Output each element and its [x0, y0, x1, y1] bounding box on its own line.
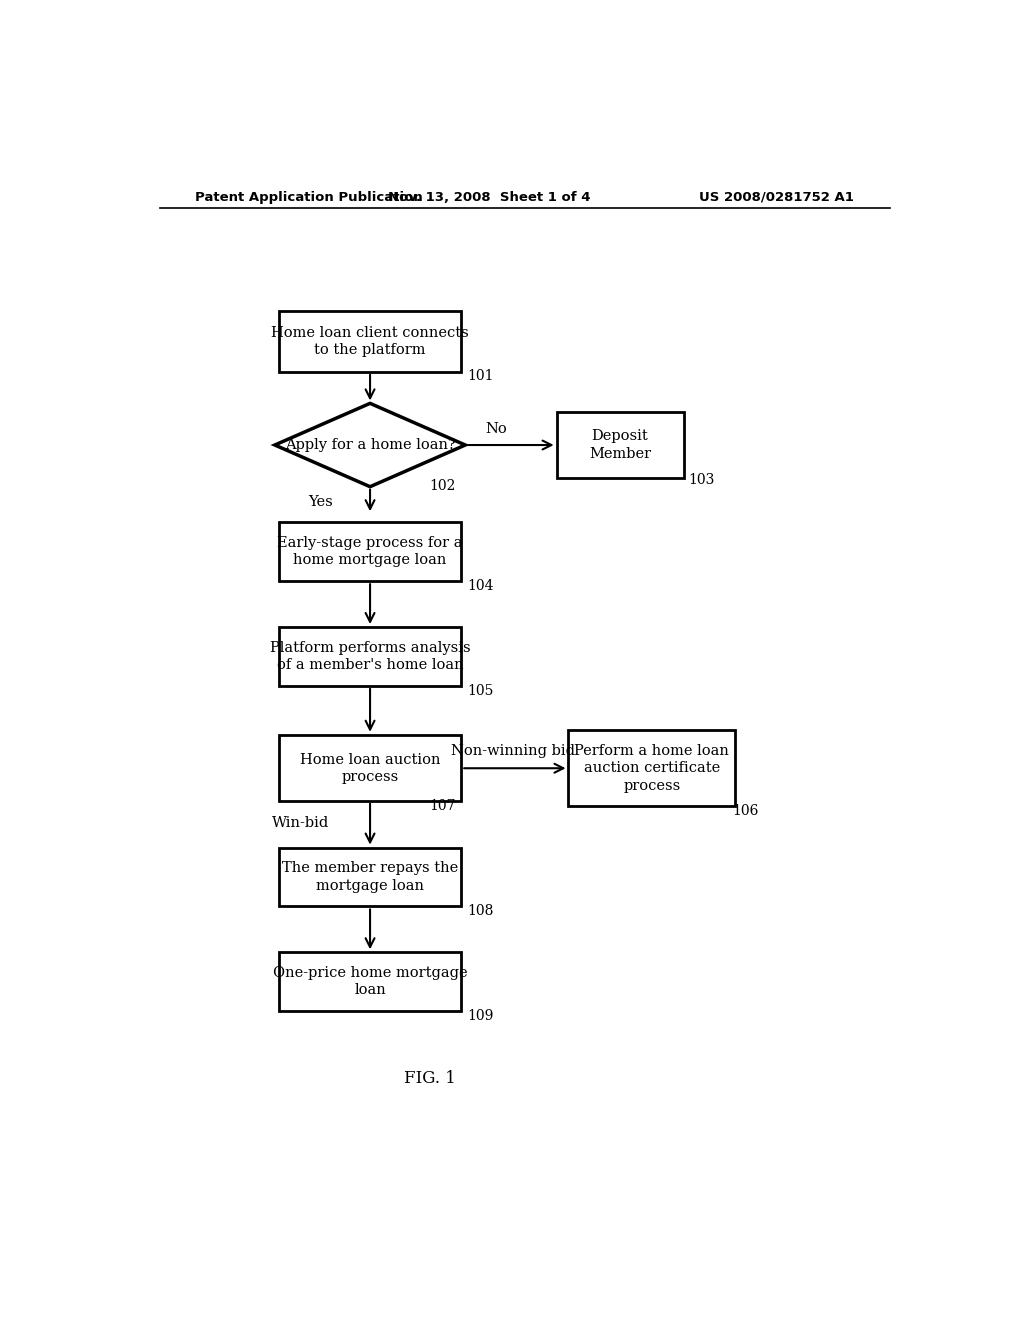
Text: Home loan auction
process: Home loan auction process [300, 752, 440, 784]
Text: Patent Application Publication: Patent Application Publication [196, 190, 423, 203]
Text: 109: 109 [468, 1008, 494, 1023]
FancyBboxPatch shape [568, 730, 735, 807]
Text: 101: 101 [468, 368, 495, 383]
Text: 103: 103 [688, 474, 715, 487]
Text: Win-bid: Win-bid [272, 816, 330, 830]
Text: No: No [485, 422, 507, 436]
Text: FIG. 1: FIG. 1 [403, 1069, 456, 1086]
FancyBboxPatch shape [279, 627, 462, 686]
FancyBboxPatch shape [279, 523, 462, 581]
Text: Early-stage process for a
home mortgage loan: Early-stage process for a home mortgage … [278, 536, 463, 568]
Text: One-price home mortgage
loan: One-price home mortgage loan [272, 966, 467, 998]
Text: 107: 107 [430, 799, 456, 813]
Polygon shape [274, 404, 465, 487]
FancyBboxPatch shape [279, 312, 462, 372]
Text: Deposit
Member: Deposit Member [589, 429, 651, 461]
Text: 102: 102 [430, 479, 456, 492]
Text: Platform performs analysis
of a member's home loan: Platform performs analysis of a member's… [269, 640, 470, 672]
FancyBboxPatch shape [557, 412, 684, 478]
Text: 104: 104 [468, 579, 495, 593]
Text: Nov. 13, 2008  Sheet 1 of 4: Nov. 13, 2008 Sheet 1 of 4 [388, 190, 591, 203]
Text: Home loan client connects
to the platform: Home loan client connects to the platfor… [271, 326, 469, 356]
Text: The member repays the
mortgage loan: The member repays the mortgage loan [282, 862, 458, 892]
Text: 106: 106 [733, 804, 759, 818]
FancyBboxPatch shape [279, 847, 462, 907]
Text: 108: 108 [468, 904, 494, 919]
Text: 105: 105 [468, 684, 494, 698]
Text: Yes: Yes [308, 495, 333, 510]
Text: Non-winning bid: Non-winning bid [451, 744, 574, 758]
FancyBboxPatch shape [279, 735, 462, 801]
Text: Perform a home loan
auction certificate
process: Perform a home loan auction certificate … [574, 744, 729, 792]
FancyBboxPatch shape [279, 952, 462, 1011]
Text: US 2008/0281752 A1: US 2008/0281752 A1 [699, 190, 854, 203]
Text: Apply for a home loan?: Apply for a home loan? [285, 438, 456, 451]
